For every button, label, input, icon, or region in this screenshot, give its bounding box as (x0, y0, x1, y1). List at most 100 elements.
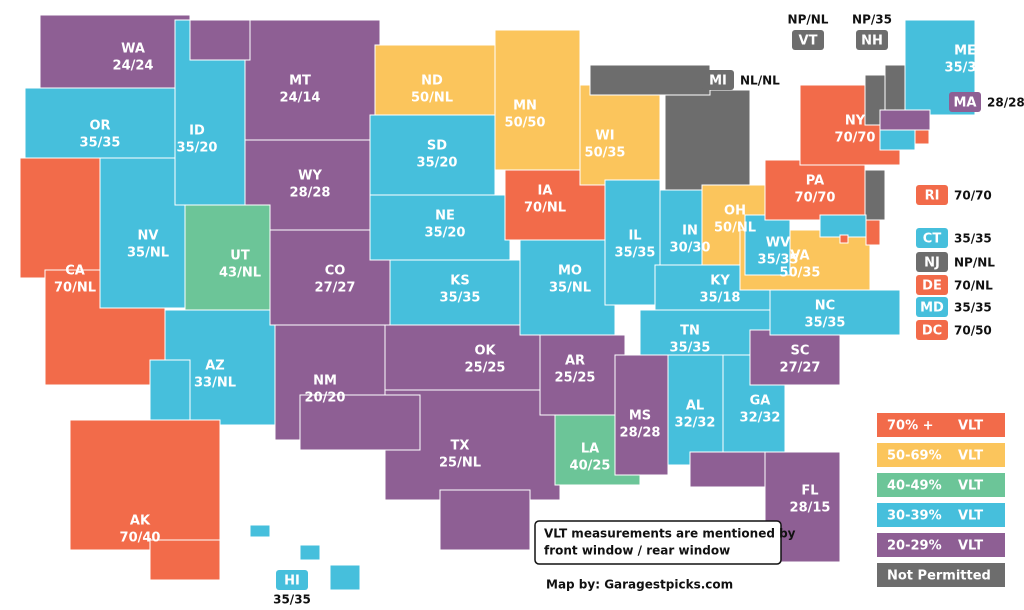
state-abbr: AL (686, 399, 704, 414)
state-shape (149, 539, 221, 581)
state-abbr: MD (920, 301, 944, 316)
state-abbr: UT (230, 249, 250, 264)
state-vlt: 35/20 (177, 141, 218, 156)
state-abbr: KY (710, 274, 730, 289)
state-abbr: AZ (205, 359, 225, 374)
note-box (534, 520, 782, 565)
state-abbr: RI (925, 189, 940, 204)
state-vlt: 70/NL (54, 281, 96, 296)
state-abbr: VA (790, 249, 809, 264)
state-abbr: AK (130, 514, 151, 529)
state-shape (439, 489, 531, 551)
state-abbr: WA (121, 42, 145, 57)
state-shape (244, 19, 381, 141)
state-abbr: TN (680, 324, 700, 339)
state-abbr: OH (724, 204, 746, 219)
state-vlt: 33/NL (194, 376, 236, 391)
legend-range: 30-39% (887, 509, 942, 524)
state-shape (614, 354, 669, 476)
state-shape (369, 114, 496, 196)
state-shape (664, 89, 751, 191)
legend-unit: VLT (958, 539, 983, 554)
credit: Map by: Garagestpicks.com (546, 578, 733, 592)
legend-swatch (877, 563, 1005, 587)
state-shape (389, 259, 526, 326)
legend-unit: VLT (958, 419, 983, 434)
legend: 70% + VLT 50-69% VLT 40-49% VLT 30-39% VLT 20-29… (877, 413, 1005, 587)
state-vlt: 35/35 (954, 301, 992, 315)
state-vlt: 43/NL (219, 266, 261, 281)
state-shape (494, 29, 581, 171)
legend-unit: VLT (958, 479, 983, 494)
state-vlt: NL/NL (740, 74, 780, 88)
legend-unit: VLT (958, 509, 983, 524)
state-shape (329, 564, 361, 591)
state-shape (39, 14, 191, 91)
state-shape (819, 214, 867, 238)
state-abbr: MS (629, 409, 651, 424)
legend-swatch (877, 443, 1005, 467)
state-vlt: 27/27 (315, 281, 356, 296)
legend-range: 20-29% (887, 539, 942, 554)
state-vlt: 70/NL (524, 201, 566, 216)
state-abbr: NY (845, 114, 866, 129)
state-shape (865, 219, 881, 246)
legend-swatch (877, 413, 1005, 437)
state-shape (384, 324, 541, 396)
state-badge (702, 70, 734, 90)
state-vlt: 28/15 (790, 501, 831, 516)
legend-range: 40-49% (887, 479, 942, 494)
state-shape (864, 169, 886, 221)
state-vlt: 50/NL (411, 91, 453, 106)
state-abbr: WI (595, 129, 614, 144)
state-badge (856, 30, 888, 50)
state-shape (579, 84, 661, 186)
state-shape (369, 194, 511, 261)
state-shape (374, 44, 496, 116)
state-abbr: OK (474, 344, 496, 359)
state-vlt: 70/50 (954, 324, 992, 338)
state-shape (149, 359, 191, 421)
state-vlt: 35/20 (425, 226, 466, 241)
state-vlt: 35/35 (80, 136, 121, 151)
state-shape (249, 524, 271, 538)
state-badge (916, 297, 948, 317)
state-vlt: 25/25 (465, 361, 506, 376)
state-abbr: DC (922, 324, 942, 339)
state-vlt: 50/NL (714, 221, 756, 236)
state-shape (839, 234, 849, 244)
state-vlt: 32/32 (740, 411, 781, 426)
state-vlt: 35/35 (615, 246, 656, 261)
legend-unit: VLT (958, 449, 983, 464)
state-badge (916, 252, 948, 272)
state-badge (916, 228, 948, 248)
state-abbr: MT (289, 74, 311, 89)
state-abbr: SC (791, 344, 810, 359)
state-vlt: 20/20 (305, 391, 346, 406)
note-line: VLT measurements are mentioned by (544, 527, 796, 541)
state-vlt: 35/35 (758, 253, 799, 268)
state-vlt: 70/NL (954, 279, 993, 293)
state-abbr: IN (682, 224, 698, 239)
state-abbr: TX (451, 439, 470, 454)
state-shape (69, 419, 221, 551)
state-shape (184, 204, 271, 311)
state-vlt: 25/NL (439, 456, 481, 471)
state-shape (189, 19, 251, 61)
state-vlt: 35/NL (127, 246, 169, 261)
state-shape (604, 179, 661, 306)
state-vlt: 50/35 (780, 266, 821, 281)
state-shape (19, 157, 101, 279)
state-vlt: 70/70 (835, 131, 876, 146)
state-shape (879, 129, 916, 151)
state-shapes (19, 14, 976, 591)
state-abbr: ND (421, 74, 443, 89)
note-line: front window / rear window (544, 544, 730, 558)
state-vlt: 35/35 (670, 341, 711, 356)
legend-swatch (877, 533, 1005, 557)
state-vlt: 70/40 (120, 531, 161, 546)
state-shape (764, 159, 866, 221)
state-vlt: 25/25 (555, 371, 596, 386)
legend-range: 70% + (887, 419, 934, 434)
